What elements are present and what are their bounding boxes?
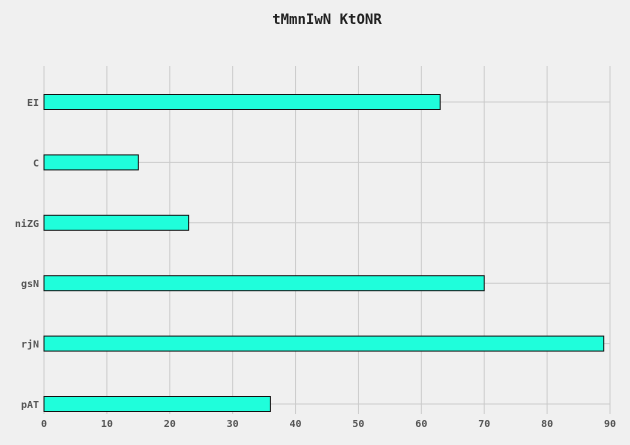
grid-lines xyxy=(43,66,611,414)
y-tick-label: niZG xyxy=(15,218,39,230)
bar-gsN xyxy=(43,275,485,292)
x-tick-label: 50 xyxy=(352,419,364,430)
x-tick-label: 60 xyxy=(415,419,427,430)
bar-C xyxy=(43,154,139,171)
x-tick-label: 80 xyxy=(541,419,553,430)
y-tick-label: gsN xyxy=(21,279,39,290)
x-tick-label: 40 xyxy=(290,419,302,430)
bar-niZG xyxy=(43,214,190,231)
bar-EI xyxy=(43,94,441,110)
x-tick-labels: 0 10 20 30 40 50 60 70 80 90 xyxy=(41,419,616,430)
y-tick-label: EI xyxy=(27,98,39,109)
x-tick-label: 0 xyxy=(41,419,47,430)
x-tick-label: 70 xyxy=(478,419,490,430)
bars xyxy=(43,94,605,412)
bar-pAT xyxy=(43,396,271,412)
chart-title: tMmnIwN KtONR xyxy=(272,12,382,28)
y-tick-label: pAT xyxy=(21,400,39,411)
y-tick-label: C xyxy=(33,158,39,169)
x-tick-label: 90 xyxy=(604,419,616,430)
bar-rjN xyxy=(43,335,605,352)
x-tick-label: 10 xyxy=(101,419,113,430)
y-tick-label: rjN xyxy=(21,339,39,351)
x-tick-label: 20 xyxy=(164,419,176,430)
x-tick-label: 30 xyxy=(227,419,239,430)
